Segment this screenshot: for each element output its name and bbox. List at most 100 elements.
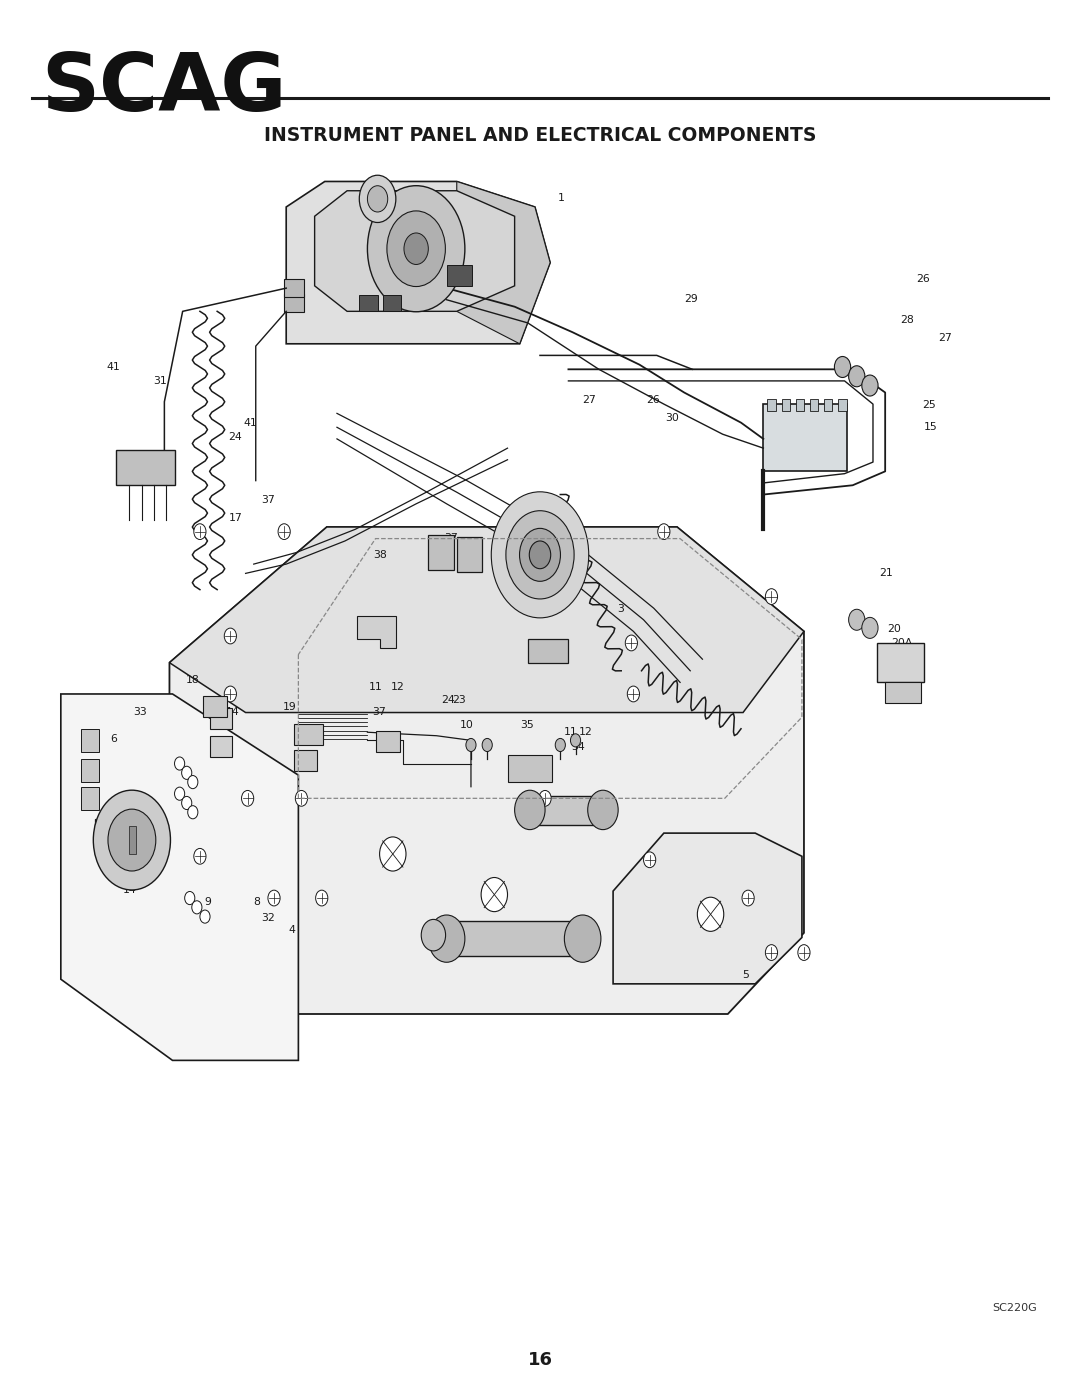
Bar bbox=[810, 400, 819, 411]
Text: 34: 34 bbox=[571, 742, 584, 753]
Circle shape bbox=[505, 511, 575, 599]
Text: 6: 6 bbox=[110, 733, 117, 745]
Text: 27: 27 bbox=[939, 332, 951, 344]
Circle shape bbox=[698, 897, 724, 932]
Circle shape bbox=[188, 806, 198, 819]
Text: 16: 16 bbox=[600, 800, 613, 812]
Bar bbox=[768, 400, 775, 411]
Circle shape bbox=[766, 944, 778, 960]
Text: 12: 12 bbox=[579, 726, 592, 738]
Polygon shape bbox=[286, 182, 550, 344]
Circle shape bbox=[200, 909, 210, 923]
Bar bbox=[382, 295, 401, 312]
Bar bbox=[203, 696, 227, 717]
Text: 9: 9 bbox=[204, 897, 211, 908]
Circle shape bbox=[766, 588, 778, 605]
Bar bbox=[447, 921, 582, 956]
Text: 19: 19 bbox=[283, 701, 296, 712]
Text: 25: 25 bbox=[922, 400, 935, 411]
Circle shape bbox=[482, 739, 492, 752]
Circle shape bbox=[181, 796, 192, 809]
Bar bbox=[81, 729, 99, 752]
Polygon shape bbox=[314, 191, 514, 312]
Circle shape bbox=[242, 791, 254, 806]
Circle shape bbox=[835, 356, 851, 377]
Text: 11: 11 bbox=[369, 682, 382, 693]
Circle shape bbox=[529, 541, 551, 569]
Circle shape bbox=[225, 686, 237, 701]
Circle shape bbox=[295, 791, 308, 806]
Circle shape bbox=[404, 233, 429, 264]
Text: 20: 20 bbox=[888, 623, 901, 634]
Text: 17: 17 bbox=[229, 513, 242, 524]
Text: 30: 30 bbox=[665, 412, 678, 423]
Text: 31: 31 bbox=[153, 376, 166, 387]
Text: 28: 28 bbox=[901, 314, 914, 326]
Circle shape bbox=[421, 919, 446, 951]
Polygon shape bbox=[457, 182, 550, 344]
Circle shape bbox=[379, 837, 406, 872]
Bar bbox=[129, 826, 136, 854]
Text: 15: 15 bbox=[924, 422, 937, 433]
Circle shape bbox=[367, 186, 464, 312]
Text: 24: 24 bbox=[229, 432, 242, 443]
Circle shape bbox=[108, 809, 156, 870]
Circle shape bbox=[175, 757, 185, 770]
Polygon shape bbox=[764, 404, 847, 471]
Bar bbox=[528, 640, 568, 662]
Text: 32: 32 bbox=[261, 912, 274, 923]
Bar bbox=[782, 400, 789, 411]
Text: 22: 22 bbox=[296, 733, 309, 745]
Text: INSTRUMENT PANEL AND ELECTRICAL COMPONENTS: INSTRUMENT PANEL AND ELECTRICAL COMPONEN… bbox=[264, 126, 816, 145]
Text: 37: 37 bbox=[261, 495, 274, 506]
Circle shape bbox=[491, 492, 589, 617]
Text: 18: 18 bbox=[186, 675, 199, 686]
Bar bbox=[295, 750, 316, 771]
Bar bbox=[447, 265, 472, 286]
Circle shape bbox=[627, 686, 639, 701]
Bar bbox=[838, 400, 847, 411]
Text: 26: 26 bbox=[647, 394, 660, 405]
Circle shape bbox=[192, 901, 202, 914]
Circle shape bbox=[181, 766, 192, 780]
Circle shape bbox=[175, 787, 185, 800]
Text: 20A: 20A bbox=[891, 637, 913, 648]
Text: 2: 2 bbox=[132, 803, 138, 814]
Bar bbox=[360, 295, 378, 312]
Bar bbox=[210, 708, 232, 729]
Bar bbox=[116, 450, 175, 485]
Bar bbox=[530, 796, 603, 826]
Text: 41: 41 bbox=[244, 418, 257, 429]
Bar bbox=[376, 731, 400, 752]
Bar bbox=[295, 724, 323, 745]
Circle shape bbox=[387, 211, 445, 286]
Circle shape bbox=[862, 374, 878, 397]
Circle shape bbox=[515, 791, 545, 830]
Bar bbox=[81, 759, 99, 782]
Circle shape bbox=[481, 877, 508, 912]
Bar bbox=[284, 293, 305, 313]
Bar bbox=[457, 538, 482, 573]
Polygon shape bbox=[60, 694, 298, 1060]
Circle shape bbox=[658, 524, 670, 539]
Circle shape bbox=[742, 890, 754, 905]
Circle shape bbox=[588, 791, 618, 830]
Text: 36: 36 bbox=[546, 518, 559, 529]
Circle shape bbox=[519, 528, 561, 581]
Bar bbox=[284, 279, 305, 298]
Circle shape bbox=[360, 175, 396, 222]
Bar bbox=[210, 736, 232, 757]
Text: 1: 1 bbox=[558, 193, 565, 204]
Text: 4: 4 bbox=[288, 925, 295, 936]
Circle shape bbox=[315, 890, 328, 905]
Circle shape bbox=[644, 852, 656, 868]
Bar bbox=[95, 819, 149, 854]
Polygon shape bbox=[170, 527, 804, 1014]
Polygon shape bbox=[170, 527, 804, 712]
Text: 37: 37 bbox=[445, 532, 458, 543]
Text: 12: 12 bbox=[391, 682, 404, 693]
Text: 37: 37 bbox=[373, 707, 386, 718]
Circle shape bbox=[570, 733, 581, 747]
Text: 10: 10 bbox=[460, 719, 473, 731]
Text: 24: 24 bbox=[442, 694, 455, 705]
